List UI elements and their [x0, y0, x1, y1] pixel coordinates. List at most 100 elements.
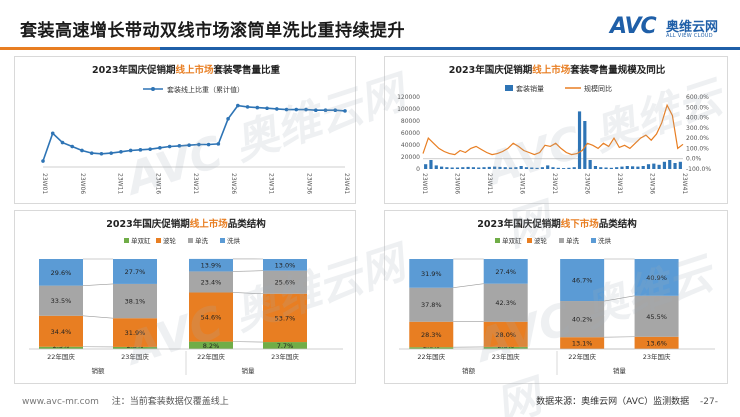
group-label: 销额	[92, 366, 106, 375]
group-label: 销量	[613, 366, 627, 375]
stacked-segment	[39, 285, 83, 316]
chart-title: 2023年国庆促销期线上市场品类结构	[106, 218, 266, 230]
stacked-segment	[189, 271, 233, 293]
category-label: 22年国庆	[568, 352, 596, 361]
y-tick-label: 20000	[401, 154, 420, 161]
data-point	[284, 107, 289, 112]
data-point	[89, 151, 94, 155]
data-point	[304, 107, 308, 112]
group-label: 销额	[462, 366, 476, 375]
data-point	[80, 148, 84, 153]
category-label: 22年国庆	[417, 352, 445, 361]
data-point	[197, 142, 201, 147]
data-point	[41, 159, 45, 163]
stacked-segment	[409, 347, 454, 349]
stacked-segment	[113, 259, 157, 284]
bar	[434, 165, 438, 169]
legend-label: 波轮	[163, 236, 177, 245]
data-point	[333, 108, 338, 113]
bar	[556, 167, 560, 169]
data-point	[50, 131, 55, 136]
bar	[604, 167, 608, 169]
x-tick-label: 23W11	[486, 173, 493, 194]
data-label: 31.9%	[421, 270, 442, 278]
bar	[540, 167, 544, 169]
y2-tick-label: 0.0%	[686, 156, 702, 163]
connector-line	[232, 270, 264, 272]
stacked-segment	[263, 342, 307, 349]
y2-tick-label: 300.0%	[686, 125, 709, 132]
data-label: 13.9%	[201, 262, 222, 270]
stacked-segment	[560, 301, 605, 338]
bar	[477, 167, 481, 169]
legend-swatch	[591, 238, 596, 243]
legend-label: 规模同比	[584, 84, 612, 93]
y2-tick-label: 600.0%	[686, 94, 709, 101]
data-label: 40.2%	[572, 316, 593, 324]
data-label: 23.4%	[201, 278, 222, 286]
logo-cn-text: 奥维云网	[666, 20, 719, 35]
data-point	[313, 108, 318, 113]
chart-title-highlight: 线上市场	[175, 64, 214, 76]
series-line	[42, 104, 346, 162]
data-label: 33.5%	[51, 297, 72, 305]
category-label: 23年国庆	[121, 352, 149, 361]
chart-online-category-structure: 2023年国庆促销期线上市场品类结构单双缸波轮单洗洗烘2.5%34.4%33.5…	[14, 210, 356, 384]
bar	[546, 165, 550, 169]
legend-swatch	[559, 238, 564, 243]
bar	[461, 167, 465, 169]
data-point	[245, 105, 250, 109]
x-tick-label: 23W21	[551, 173, 558, 194]
bar	[583, 121, 587, 169]
bar	[678, 161, 682, 169]
chart-title-part: 2023年国庆促销期	[92, 64, 175, 76]
data-label: 25.6%	[275, 279, 296, 287]
data-point	[226, 117, 230, 121]
chart-title-part: 2023年国庆促销期	[106, 218, 189, 230]
data-point	[236, 103, 240, 108]
legend-swatch	[495, 238, 500, 243]
bar	[551, 167, 555, 169]
stacked-segment	[560, 337, 605, 349]
stacked-segment	[39, 346, 83, 349]
page-number: -27-	[700, 397, 718, 407]
stacked-segment	[263, 293, 307, 343]
chart-title-highlight: 线下市场	[561, 218, 600, 230]
chart-offline-category-structure-svg: 2023年国庆促销期线下市场品类结构单双缸波轮单洗洗烘2.0%28.3%37.8…	[399, 218, 715, 375]
stacked-segment	[634, 295, 679, 337]
stacked-segment	[263, 259, 307, 271]
data-label: 13.1%	[572, 340, 593, 348]
group-label: 销量	[242, 366, 256, 375]
x-tick-label: 23W06	[79, 173, 86, 194]
stacked-segment	[189, 341, 233, 349]
data-point	[206, 142, 211, 147]
bar	[620, 166, 624, 169]
bar	[455, 167, 460, 169]
stacked-segment	[483, 346, 528, 349]
chart-title-part: 套装零售量规模及同比	[569, 64, 666, 76]
stacked-segment	[483, 283, 528, 322]
x-tick-label: 23W36	[305, 173, 312, 194]
footer-url[interactable]: www.avc-mr.com	[22, 397, 99, 407]
stacked-segment	[113, 283, 157, 319]
y2-tick-label: 100.0%	[686, 145, 709, 152]
bar	[593, 166, 598, 169]
bar	[662, 161, 667, 169]
legend-label: 单双缸	[502, 236, 522, 245]
title-underline	[0, 47, 740, 50]
data-point	[294, 107, 299, 112]
connector-line	[453, 283, 484, 289]
y-tick-label: 120000	[397, 94, 420, 101]
data-label: 34.4%	[51, 328, 72, 336]
chart-title-part: 品类结构	[228, 218, 267, 230]
legend-label: 洗烘	[598, 236, 612, 245]
stacked-segment	[409, 321, 454, 348]
bar	[487, 166, 491, 169]
data-label: 13.0%	[275, 261, 296, 269]
stacked-segment	[634, 336, 679, 349]
bar	[445, 167, 449, 169]
bar	[599, 167, 603, 169]
stacked-segment	[263, 270, 307, 294]
bar	[631, 166, 635, 169]
bar	[439, 166, 444, 169]
